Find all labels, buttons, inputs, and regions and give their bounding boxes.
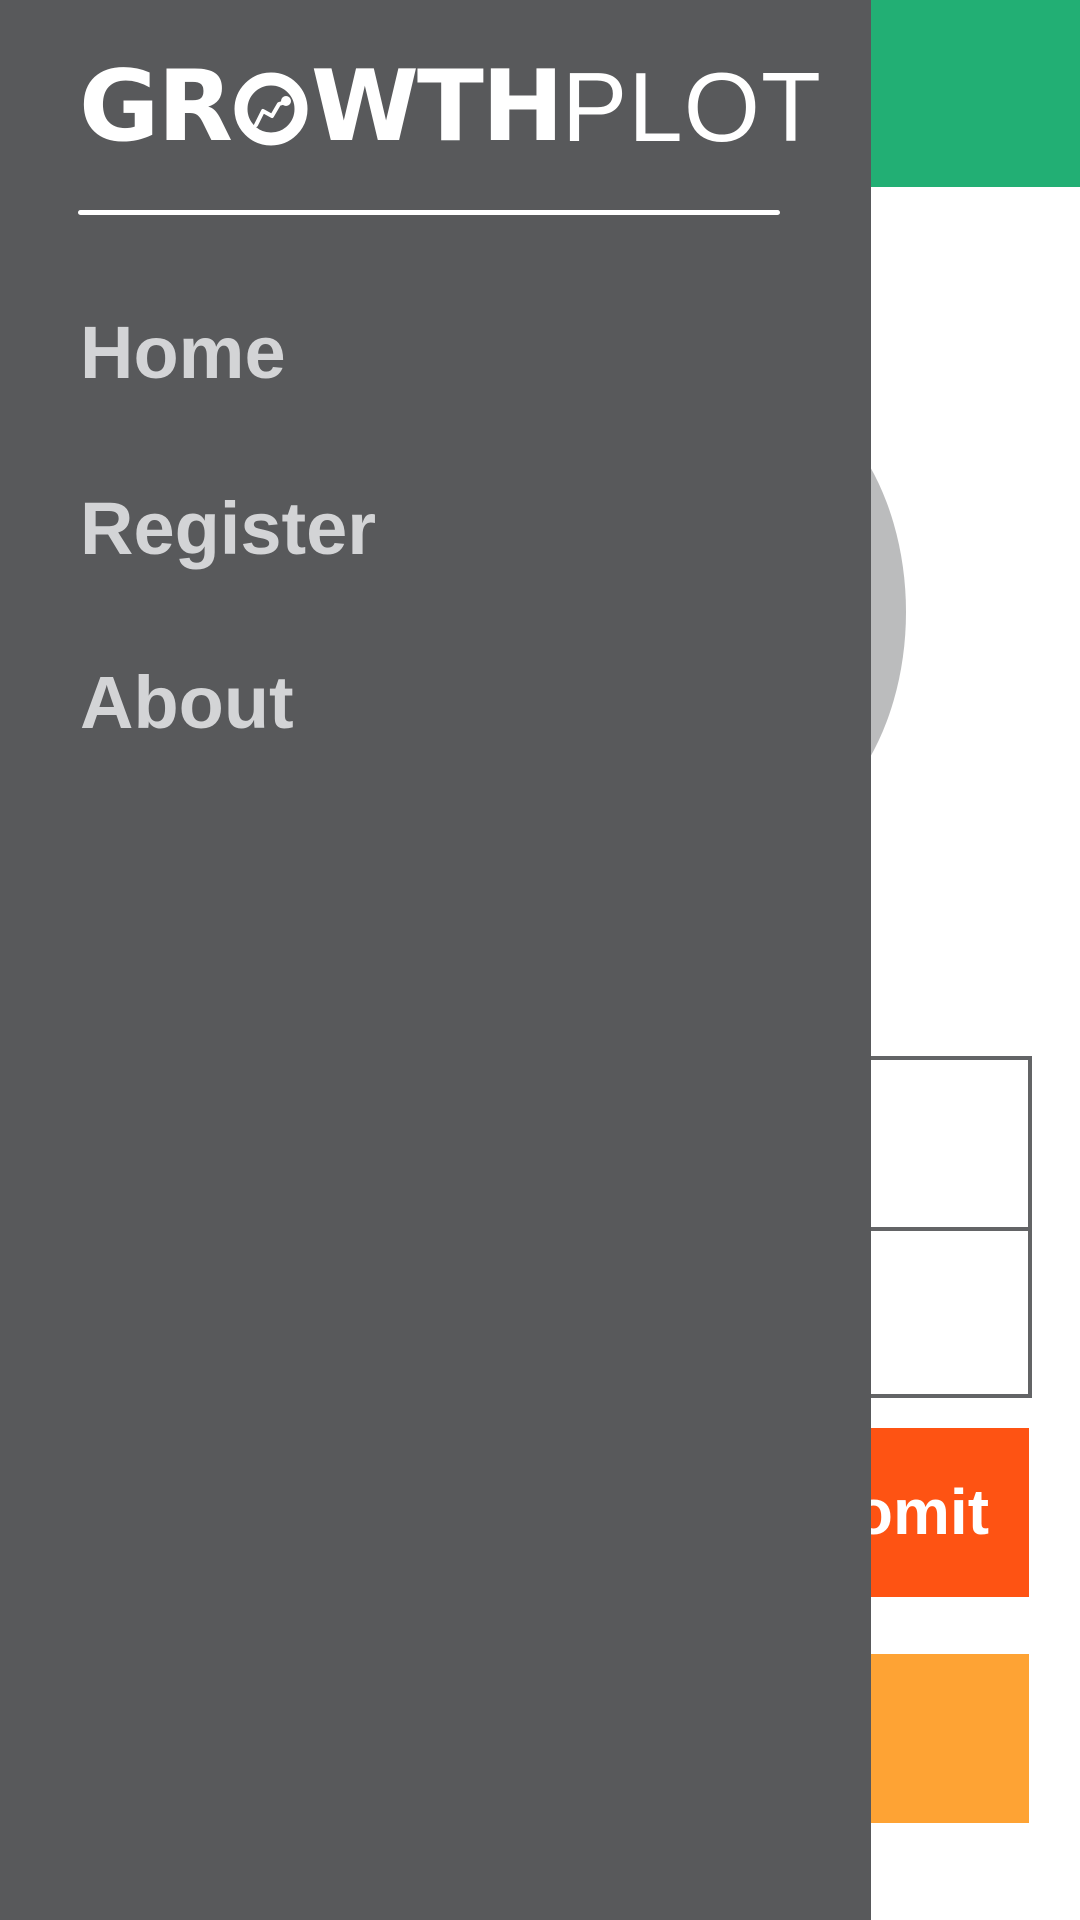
nav-item-register[interactable]: Register	[80, 487, 377, 570]
brand-text-bold-start: GR	[79, 50, 233, 164]
navigation-drawer: GR WTH PLOT Home Register About	[0, 0, 871, 1920]
growth-chart-o-icon	[234, 72, 308, 146]
nav-item-home[interactable]: Home	[80, 311, 286, 394]
nav-item-about[interactable]: About	[80, 661, 294, 744]
brand-logo: GR WTH PLOT	[79, 50, 822, 164]
brand-text-light: PLOT	[561, 52, 822, 162]
brand-divider	[78, 210, 780, 215]
brand-text-bold-end: WTH	[310, 50, 564, 164]
